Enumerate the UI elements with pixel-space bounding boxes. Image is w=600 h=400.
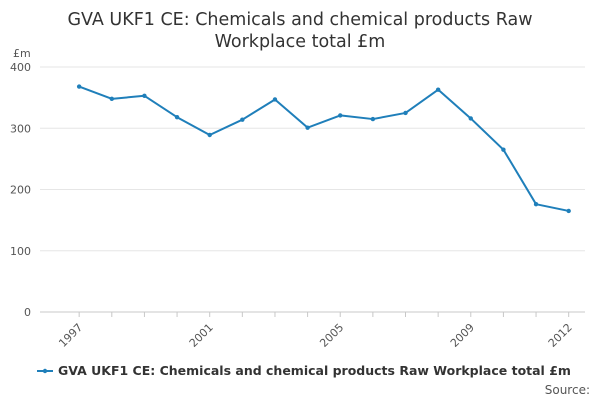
series-line xyxy=(78,85,569,212)
chart-title-line-1: GVA UKF1 CE: Chemicals and chemical prod… xyxy=(67,10,533,30)
y-axis-unit-label: £m xyxy=(13,47,31,60)
legend-swatch-marker xyxy=(42,368,48,374)
y-tick-label: 0 xyxy=(24,306,31,319)
y-tick-label: 200 xyxy=(10,184,31,197)
data-point xyxy=(435,87,441,92)
source-label: Source: xyxy=(545,383,590,397)
data-point xyxy=(142,93,147,98)
x-tick-label: 2005 xyxy=(317,321,346,350)
data-point xyxy=(109,96,114,102)
x-tick-label: 2009 xyxy=(448,321,477,350)
data-point xyxy=(403,110,408,116)
chart-title: GVA UKF1 CE: Chemicals and chemical prod… xyxy=(0,9,600,53)
data-point xyxy=(501,147,506,152)
data-point xyxy=(272,97,278,102)
x-tick-label: 2001 xyxy=(187,321,216,350)
data-point xyxy=(76,84,82,89)
data-point xyxy=(207,132,212,138)
series xyxy=(76,84,571,214)
x-tick-label: 2012 xyxy=(546,321,575,350)
legend: GVA UKF1 CE: Chemicals and chemical prod… xyxy=(37,363,571,378)
data-point xyxy=(468,116,473,121)
chart-title-line-2: Workplace total £m xyxy=(214,32,386,52)
y-tick-label: 300 xyxy=(10,122,31,135)
data-point xyxy=(533,202,539,207)
grid-lines xyxy=(40,66,585,252)
data-point xyxy=(566,208,571,214)
data-point xyxy=(370,116,376,122)
data-point xyxy=(338,113,343,118)
x-tick-label: 1997 xyxy=(56,321,85,350)
legend-label: GVA UKF1 CE: Chemicals and chemical prod… xyxy=(58,363,571,378)
axes: 0 100 200 300 400 1997 2001 2005 2009 2012 xyxy=(10,61,585,350)
y-tick-label: 100 xyxy=(10,245,31,258)
data-point xyxy=(174,115,180,120)
y-tick-label: 400 xyxy=(10,61,31,74)
data-point xyxy=(240,117,245,122)
data-point xyxy=(305,125,310,130)
